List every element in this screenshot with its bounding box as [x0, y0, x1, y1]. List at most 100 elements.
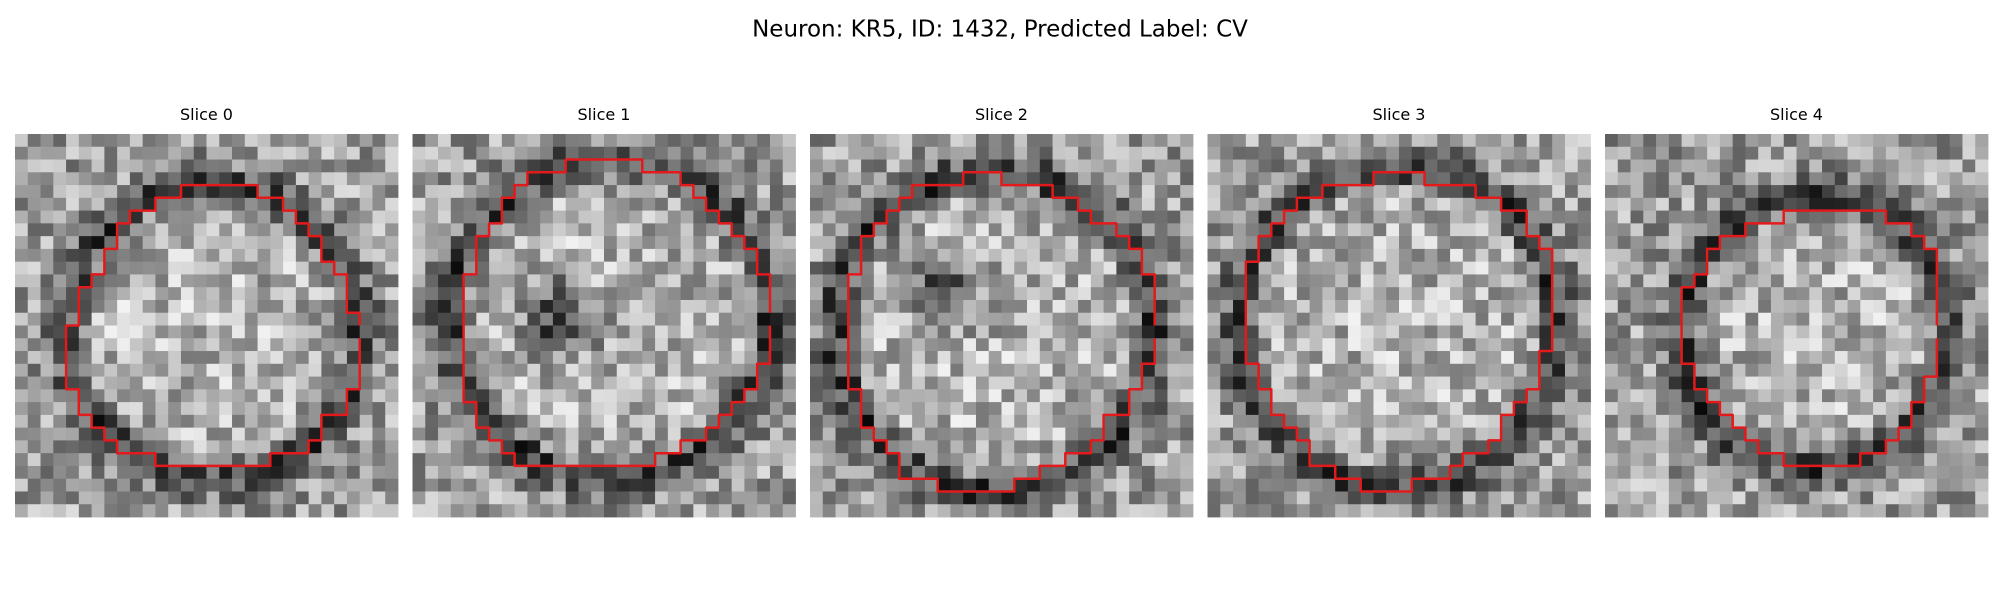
pixel	[1450, 146, 1464, 160]
pixel	[1014, 223, 1028, 237]
pixel	[822, 504, 836, 518]
pixel	[425, 197, 439, 211]
pixel	[1513, 197, 1528, 211]
pixel	[142, 351, 156, 365]
pixel	[1258, 223, 1272, 237]
pixel	[438, 312, 452, 326]
pixel	[616, 376, 630, 390]
pixel	[1501, 338, 1515, 352]
pixel	[680, 210, 694, 224]
pixel	[1643, 197, 1657, 211]
pixel	[1885, 504, 1900, 518]
pixel	[565, 363, 579, 377]
pixel	[655, 376, 669, 390]
pixel	[769, 325, 784, 339]
pixel	[501, 287, 516, 301]
pixel	[706, 185, 720, 199]
pixel	[1245, 402, 1259, 416]
pixel	[540, 376, 554, 390]
pixel	[1360, 414, 1374, 429]
pixel	[873, 146, 887, 160]
pixel	[1411, 427, 1425, 441]
pixel	[924, 159, 939, 173]
pixel	[1643, 236, 1657, 250]
pixel	[180, 134, 195, 148]
pixel	[1630, 491, 1644, 505]
pixel	[873, 261, 887, 275]
pixel	[1090, 287, 1105, 301]
pixel	[1539, 248, 1553, 263]
pixel	[257, 402, 271, 416]
pixel	[757, 223, 771, 237]
pixel	[117, 427, 131, 441]
pixel	[1681, 478, 1695, 492]
pixel	[78, 287, 92, 301]
pixel	[1065, 325, 1079, 339]
pixel	[1207, 146, 1221, 160]
pixel	[321, 274, 335, 288]
pixel	[757, 351, 771, 365]
pixel	[1014, 197, 1028, 211]
pixel	[1694, 274, 1708, 288]
pixel	[1360, 274, 1374, 288]
pixel	[359, 172, 373, 186]
pixel	[1424, 248, 1438, 263]
pixel	[1577, 338, 1591, 352]
pixel	[1065, 159, 1079, 173]
pixel	[1154, 248, 1168, 263]
pixel	[129, 363, 144, 377]
pixel	[438, 134, 452, 148]
pixel	[1373, 478, 1387, 492]
pixel	[193, 363, 207, 377]
pixel	[489, 248, 503, 263]
pixel	[78, 504, 92, 518]
pixel	[450, 338, 464, 352]
pixel	[1245, 491, 1259, 505]
pixel	[372, 261, 386, 275]
pixel	[1873, 414, 1887, 429]
pixel	[1605, 338, 1619, 352]
pixel	[655, 440, 669, 454]
pixel	[476, 248, 490, 263]
pixel	[425, 363, 439, 377]
pixel	[1373, 146, 1387, 160]
pixel	[1770, 210, 1785, 224]
pixel	[463, 402, 477, 416]
pixel	[1873, 236, 1887, 250]
pixel	[1770, 325, 1785, 339]
pixel	[1962, 261, 1976, 275]
pixel	[1783, 363, 1797, 377]
pixel	[66, 236, 80, 250]
pixel	[1180, 185, 1194, 199]
pixel	[1103, 414, 1117, 429]
pixel	[1694, 504, 1708, 518]
pixel	[1656, 210, 1670, 224]
pixel	[1783, 453, 1797, 467]
pixel	[1962, 414, 1976, 429]
pixel	[1898, 236, 1912, 250]
pixel	[1770, 134, 1785, 148]
pixel	[1167, 351, 1181, 365]
pixel	[193, 389, 207, 403]
pixel	[40, 185, 54, 199]
pixel	[1039, 185, 1053, 199]
pixel	[1885, 478, 1900, 492]
pixel	[1681, 223, 1695, 237]
pixel	[1577, 210, 1591, 224]
pixel	[810, 351, 824, 365]
pixel	[1360, 351, 1374, 365]
pixel	[1450, 376, 1464, 390]
pixel	[1796, 134, 1810, 148]
pixel	[1309, 453, 1323, 467]
pixel	[1014, 159, 1028, 173]
pixel	[244, 389, 258, 403]
pixel	[1258, 210, 1272, 224]
pixel	[1180, 172, 1194, 186]
pixel	[642, 274, 656, 288]
pixel	[616, 440, 630, 454]
pixel	[1296, 274, 1311, 288]
pixel	[1681, 210, 1695, 224]
image-panel	[412, 134, 796, 518]
pixel	[1962, 274, 1976, 288]
pixel	[552, 159, 567, 173]
